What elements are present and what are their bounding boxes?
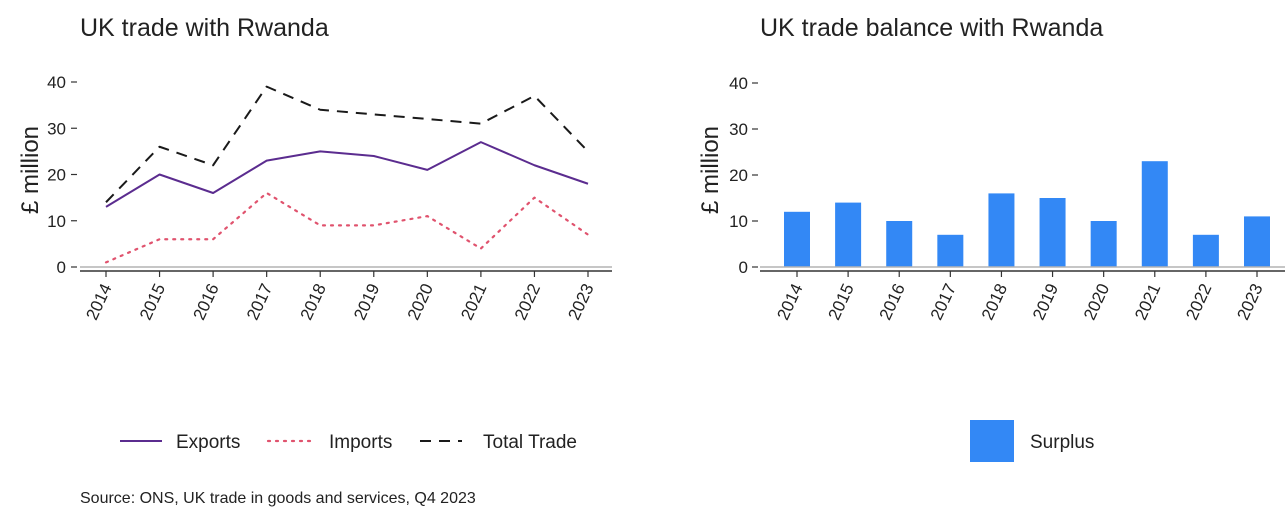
bar-surplus-2021 [1141,161,1168,267]
bar-chart-y-tick-20: 20 [729,166,748,185]
line-chart-y-tick-20: 20 [47,166,66,185]
bar-chart-y-tick-40: 40 [729,74,748,93]
bar-chart-y-tick-10: 10 [729,212,748,231]
bar-surplus-2020 [1090,221,1117,267]
line-chart-y-tick-30: 30 [47,119,66,138]
line-chart-x-tick-2023: 2023 [564,281,597,323]
series-line-exports [105,141,589,208]
line-chart-legend: Exports Imports Total Trade [120,432,577,453]
bar-chart-x-tick-2019: 2019 [1029,281,1062,323]
bar-chart-x-tick-2023: 2023 [1233,281,1266,323]
line-chart-x-tick-2019: 2019 [350,281,383,323]
bar-chart-bars [784,161,1270,267]
line-chart-y-tick-0: 0 [57,258,66,277]
bar-chart-x-tick-2017: 2017 [927,281,960,323]
line-chart-y-ticks: 0 10 20 30 40 [47,73,77,277]
bar-surplus-2017 [937,234,964,267]
line-chart-y-tick-40: 40 [47,73,66,92]
bar-surplus-2016 [886,221,913,267]
bar-surplus-2019 [1039,198,1066,267]
line-chart-series [104,85,590,264]
bar-chart-y-tick-0: 0 [739,258,748,277]
bar-chart-x-tick-2022: 2022 [1182,281,1215,323]
bar-chart-title: UK trade balance with Rwanda [760,14,1103,42]
line-chart-x-tick-2016: 2016 [190,281,223,323]
legend-swatch-surplus [970,420,1014,462]
bar-surplus-2014 [784,211,810,267]
bar-chart-x-tick-2016: 2016 [876,281,909,323]
source-note: Source: ONS, UK trade in goods and servi… [80,490,476,507]
line-chart-x-tick-2021: 2021 [457,281,490,323]
line-chart-x-tick-2017: 2017 [243,281,276,323]
legend-label-imports: Imports [329,432,392,453]
legend-label-total-trade: Total Trade [483,432,577,453]
bar-chart-y-tick-30: 30 [729,120,748,139]
bar-surplus-2018 [988,193,1015,267]
bar-surplus-2015 [835,202,862,267]
bar-chart-legend: Surplus [970,420,1094,462]
bar-chart-y-axis-label: £ million [697,126,724,214]
bar-chart-x-ticks: 2014 2015 2016 2017 2018 2019 2020 2021 2022 2023 [773,271,1267,323]
series-line-imports [104,191,590,264]
line-chart-x-tick-2018: 2018 [297,281,330,323]
bar-surplus-2023 [1244,216,1270,267]
bar-chart-x-tick-2014: 2014 [773,281,806,323]
bar-chart-x-tick-2015: 2015 [825,281,858,323]
line-chart-y-tick-10: 10 [47,212,66,231]
trade-balance-bar-chart: UK trade balance with Rwanda £ million 0… [697,14,1285,462]
line-chart-x-ticks: 2014 2015 2016 2017 2018 2019 2020 2021 2022 2023 [82,271,598,323]
line-chart-y-axis-label: £ million [17,126,44,214]
line-chart-x-tick-2014: 2014 [82,281,115,323]
bar-chart-y-ticks: 0 10 20 30 40 [729,74,758,277]
trade-line-chart: UK trade with Rwanda £ million 0 10 20 30 40… [17,14,612,507]
bar-chart-x-tick-2021: 2021 [1131,281,1164,323]
bar-chart-x-tick-2020: 2020 [1080,281,1113,323]
series-line-total-trade [105,85,589,203]
bar-chart-x-tick-2018: 2018 [978,281,1011,323]
legend-label-surplus: Surplus [1030,432,1094,453]
line-chart-x-tick-2022: 2022 [511,281,544,323]
line-chart-x-tick-2020: 2020 [404,281,437,323]
line-chart-x-tick-2015: 2015 [136,281,169,323]
line-chart-title: UK trade with Rwanda [80,14,329,42]
legend-label-exports: Exports [176,432,240,453]
bar-surplus-2022 [1192,234,1219,267]
